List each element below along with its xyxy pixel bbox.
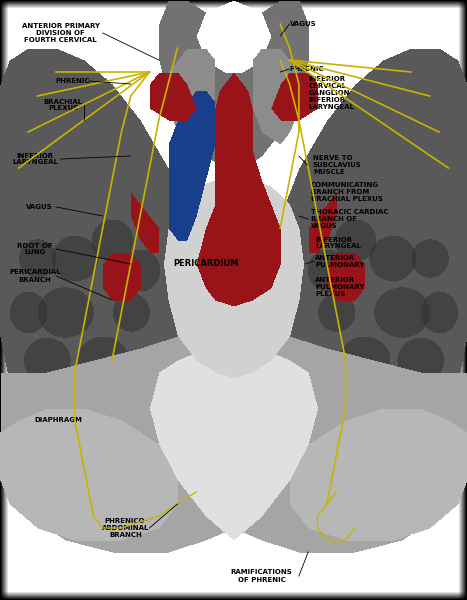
Text: RAMIFICATIONS
OF PHRENIC: RAMIFICATIONS OF PHRENIC	[231, 569, 292, 583]
Text: INFERIOR
LARYNGEAL: INFERIOR LARYNGEAL	[12, 152, 58, 166]
Text: INFERIOR
LARYNGEAL: INFERIOR LARYNGEAL	[315, 236, 361, 250]
Text: PERICARDIUM: PERICARDIUM	[173, 259, 238, 268]
Text: VAGUS: VAGUS	[290, 21, 316, 27]
Text: VAGUS: VAGUS	[26, 204, 53, 210]
Text: THORACIC CARDIAC
BRANCH OF
VAGUS: THORACIC CARDIAC BRANCH OF VAGUS	[311, 209, 388, 229]
Text: PHRENIC: PHRENIC	[290, 66, 324, 72]
Text: ANTERIOR PRIMARY
DIVISION OF
FOURTH CERVICAL: ANTERIOR PRIMARY DIVISION OF FOURTH CERV…	[21, 23, 100, 43]
Text: PHRENICO-
ABDOMINAL
BRANCH: PHRENICO- ABDOMINAL BRANCH	[102, 518, 150, 538]
Text: DIAPHRAGM: DIAPHRAGM	[35, 417, 82, 423]
Text: ANTERIOR
PULMONARY
PLEXUS: ANTERIOR PULMONARY PLEXUS	[315, 277, 364, 297]
Text: ANTERIOR
PULMONARY: ANTERIOR PULMONARY	[315, 254, 364, 268]
Text: ROOT OF
LUNG: ROOT OF LUNG	[17, 242, 53, 256]
Text: BRACHIAL
PLEXUS: BRACHIAL PLEXUS	[43, 98, 83, 112]
Text: PHRENIC: PHRENIC	[55, 78, 90, 84]
Text: PERICARDIAL
BRANCH: PERICARDIAL BRANCH	[9, 269, 61, 283]
Text: INFERIOR
CERVICAL
GANGLION
INFERIOR
LARYNGEAL: INFERIOR CERVICAL GANGLION INFERIOR LARY…	[308, 76, 354, 110]
Text: NERVE TO
SUBCLAVIUS
MUSCLE: NERVE TO SUBCLAVIUS MUSCLE	[313, 155, 361, 175]
Text: COMMUNICATING
BRANCH FROM
BRACHIAL PLEXUS: COMMUNICATING BRANCH FROM BRACHIAL PLEXU…	[311, 182, 382, 202]
